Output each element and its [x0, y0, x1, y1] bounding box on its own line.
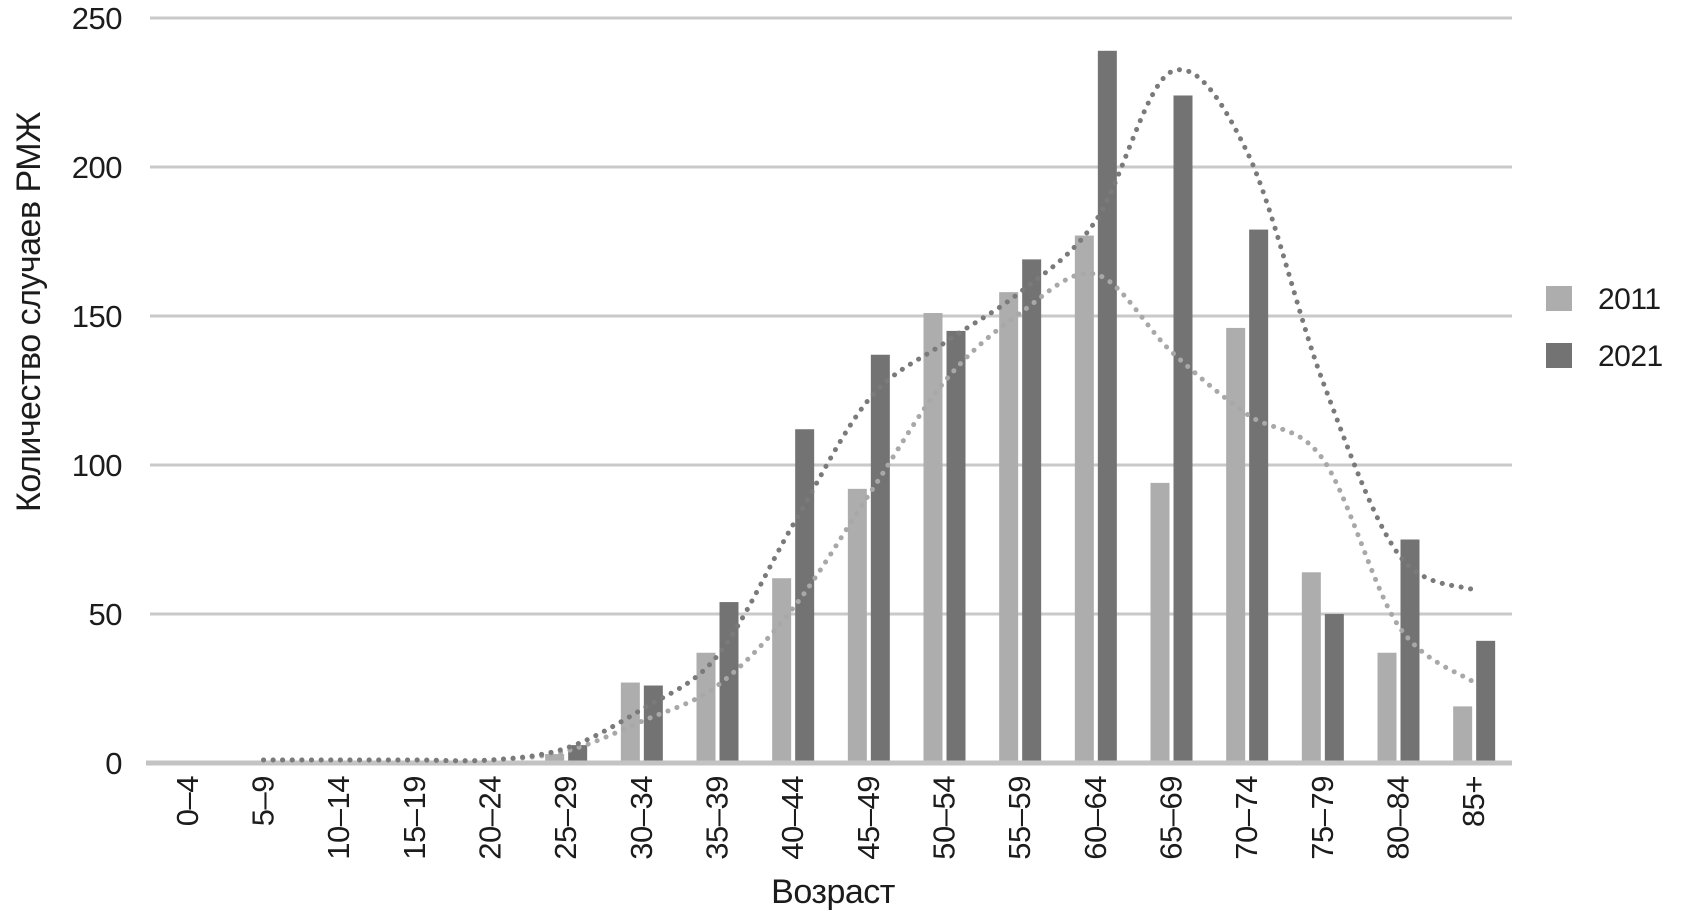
bar-2021-30–34 — [643, 685, 663, 763]
x-tick-label: 75–79 — [1305, 776, 1340, 860]
legend-swatch-2011 — [1546, 286, 1572, 311]
x-tick-label: 25–29 — [548, 776, 583, 860]
x-tick-label: 80–84 — [1381, 776, 1416, 860]
bar-2021-50–54 — [946, 330, 966, 763]
bar-2011-80–84 — [1377, 652, 1397, 763]
y-tick-label: 250 — [72, 1, 122, 36]
y-axis-title: Количество случаев РМЖ — [10, 112, 48, 512]
y-tick-label: 0 — [105, 746, 122, 781]
legend-label-2011: 2011 — [1598, 283, 1661, 316]
bar-2011-75–79 — [1301, 572, 1321, 763]
y-tick-label: 50 — [89, 597, 123, 632]
bar-2021-45–49 — [870, 354, 890, 763]
y-tick-label: 200 — [72, 150, 122, 185]
bar-2021-80–84 — [1400, 539, 1420, 763]
bar-2011-85+ — [1453, 706, 1473, 763]
plot-area: 0 50 100 150 200 250 0–4 5–9 10–14 15–19 20–24 25–2… — [72, 1, 1512, 860]
bar-2011-45–49 — [847, 488, 867, 763]
x-tick-label: 60–64 — [1078, 776, 1113, 860]
x-tick-label: 70–74 — [1229, 776, 1264, 860]
y-tick-label: 100 — [72, 448, 122, 483]
bar-2011-65–69 — [1150, 482, 1170, 763]
x-tick-label: 50–54 — [927, 776, 962, 860]
bar-2011-30–34 — [620, 682, 640, 763]
x-tick-label: 15–19 — [397, 776, 432, 860]
x-tick-label: 40–44 — [775, 776, 810, 860]
bar-2021-85+ — [1476, 640, 1496, 763]
bar-2011-50–54 — [923, 313, 943, 763]
x-tick-label: 65–69 — [1154, 776, 1189, 860]
x-tick-label: 30–34 — [624, 776, 659, 860]
x-tick-label: 5–9 — [246, 776, 281, 826]
x-tick-label: 10–14 — [321, 776, 356, 860]
bar-2011-70–74 — [1226, 327, 1246, 763]
x-tick-label: 85+ — [1456, 776, 1491, 827]
bar-2021-65–69 — [1173, 95, 1193, 764]
x-tick-label: 55–59 — [1002, 776, 1037, 860]
bar-2011-60–64 — [1074, 235, 1094, 764]
bar-2011-55–59 — [999, 292, 1019, 763]
x-tick-label: 0–4 — [170, 776, 205, 826]
bar-2011-25–29 — [545, 754, 565, 763]
bar-2021-75–79 — [1324, 614, 1344, 763]
legend-swatch-2021 — [1546, 343, 1572, 368]
x-tick-label: 20–24 — [473, 776, 508, 860]
bar-2021-60–64 — [1097, 50, 1117, 763]
bar-2011-35–39 — [696, 652, 716, 763]
trend-line-2011-trend-dotted — [261, 270, 1477, 764]
bar-2021-25–29 — [568, 745, 588, 763]
trend-line-2021-trend-dotted — [261, 67, 1477, 764]
legend: 2011 2021 — [1546, 283, 1663, 373]
x-tick-label: 45–49 — [851, 776, 886, 860]
x-tick-label: 35–39 — [700, 776, 735, 860]
bar-2021-70–74 — [1249, 229, 1269, 763]
y-tick-label: 150 — [72, 299, 122, 334]
legend-label-2021: 2021 — [1598, 340, 1663, 373]
bar-2021-55–59 — [1022, 259, 1042, 763]
x-axis-title: Возраст — [771, 873, 895, 911]
bar-2021-35–39 — [719, 602, 739, 763]
bar-2011-40–44 — [772, 578, 792, 763]
